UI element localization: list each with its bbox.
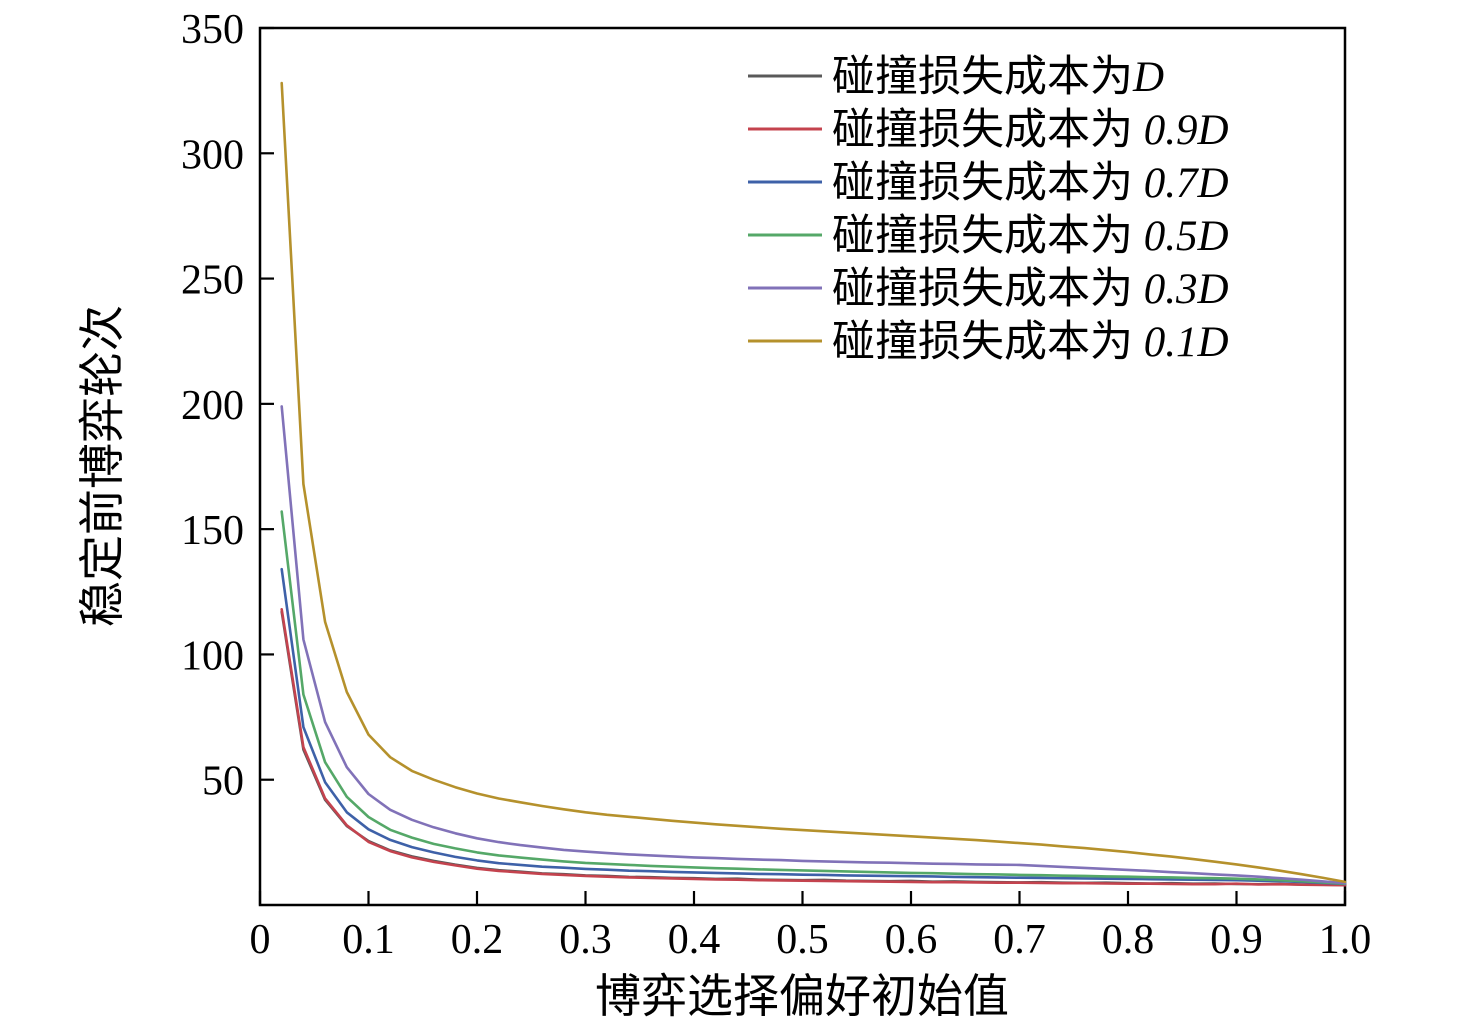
series-line-0.7D — [280, 567, 1347, 886]
series-line-D — [280, 610, 1347, 887]
legend-label: 碰撞损失成本为 0.1D — [832, 319, 1229, 366]
x-tick-label: 0.9 — [1210, 917, 1263, 963]
y-tick-label: 250 — [181, 258, 244, 304]
y-tick-label: 150 — [181, 508, 244, 554]
y-tick-label: 300 — [181, 132, 244, 178]
plot-area: 0 0.1 0.2 0.3 0.4 0.5 0.6 0.7 0.8 0.9 1.0 50 100 150 2… — [181, 7, 1371, 963]
y-tick-label: 350 — [181, 7, 244, 53]
x-tick-label: 0.6 — [885, 917, 938, 963]
y-axis-label: 稳定前博弈轮次 — [77, 305, 128, 627]
series-line-0.9D — [280, 607, 1347, 887]
series-line-0.1D — [280, 81, 1347, 884]
legend-label: 碰撞损失成本为 0.5D — [832, 213, 1229, 260]
x-tick-label: 0.3 — [559, 917, 612, 963]
legend: 碰撞损失成本为D 碰撞损失成本为 0.9D 碰撞损失成本为 0.7D 碰撞损失成本为 … — [748, 54, 1229, 366]
series-line-0.5D — [280, 510, 1347, 886]
x-axis-label: 博弈选择偏好初始值 — [595, 971, 1009, 1022]
x-tick-label: 0.5 — [776, 917, 829, 963]
x-tick-label: 0 — [250, 917, 271, 963]
y-tick-label: 50 — [202, 759, 244, 805]
x-tick-label: 0.7 — [993, 917, 1046, 963]
legend-label: 碰撞损失成本为 0.7D — [832, 160, 1229, 207]
x-tick-label: 0.4 — [668, 917, 721, 963]
series-lines — [280, 81, 1347, 887]
legend-label: 碰撞损失成本为D — [832, 54, 1164, 101]
x-tick-label: 0.2 — [451, 917, 504, 963]
series-line-0.3D — [280, 405, 1347, 885]
x-tick-label: 0.1 — [342, 917, 395, 963]
legend-label: 碰撞损失成本为 0.3D — [832, 266, 1229, 313]
y-tick-label: 200 — [181, 383, 244, 429]
y-tick-label: 100 — [181, 633, 244, 679]
x-tick-label: 1.0 — [1319, 917, 1372, 963]
x-tick-label: 0.8 — [1102, 917, 1155, 963]
legend-label: 碰撞损失成本为 0.9D — [832, 107, 1229, 154]
